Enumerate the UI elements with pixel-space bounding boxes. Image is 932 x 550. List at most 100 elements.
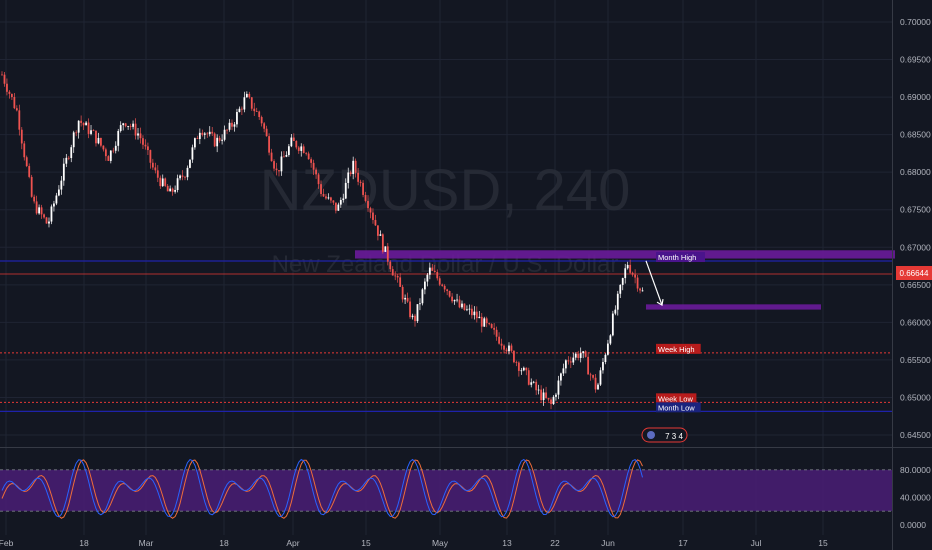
oscillator-d-line bbox=[1, 459, 643, 519]
candle-body bbox=[292, 137, 295, 141]
candle-body bbox=[604, 354, 607, 363]
candle-body bbox=[636, 277, 639, 289]
candle-body bbox=[60, 180, 63, 190]
candle-body bbox=[87, 122, 90, 134]
candle-body bbox=[453, 299, 456, 302]
candle-body bbox=[552, 396, 555, 405]
price-tick-label: 0.70000 bbox=[900, 17, 931, 27]
candle-body bbox=[594, 377, 597, 390]
target-zone[interactable] bbox=[646, 304, 821, 310]
candle-body bbox=[577, 353, 580, 358]
candle-body bbox=[389, 261, 392, 270]
candle-body bbox=[478, 316, 481, 319]
candle-body bbox=[297, 147, 300, 151]
candle-body bbox=[342, 198, 345, 201]
candle-body bbox=[208, 131, 211, 135]
arrow-head bbox=[656, 298, 664, 307]
candle-body bbox=[367, 201, 369, 209]
candle-body bbox=[485, 318, 488, 324]
candle-body bbox=[117, 130, 120, 146]
candle-body bbox=[102, 145, 105, 150]
candle-body bbox=[416, 304, 419, 322]
zones bbox=[355, 250, 895, 310]
candle-body bbox=[377, 225, 379, 236]
time-tick-label: 18 bbox=[79, 538, 89, 548]
candle-body bbox=[488, 323, 491, 325]
candle-body bbox=[260, 117, 263, 124]
event-badge[interactable]: 7 3 4 bbox=[641, 427, 688, 443]
candle-body bbox=[92, 130, 95, 132]
candle-body bbox=[582, 351, 585, 354]
oscillator-tick-label: 80.0000 bbox=[900, 465, 931, 475]
candle-body bbox=[171, 188, 174, 192]
price-tick-label: 0.69000 bbox=[900, 92, 931, 102]
oscillator-axis[interactable]: 80.0000 40.0000 0.0000 bbox=[900, 465, 931, 530]
candle-body bbox=[70, 147, 73, 159]
candle-body bbox=[268, 136, 270, 153]
month-low-label-bg bbox=[656, 402, 701, 413]
candle-body bbox=[245, 93, 248, 98]
time-tick-label: 15 bbox=[818, 538, 828, 548]
price-series bbox=[1, 71, 644, 410]
candle-body bbox=[599, 370, 602, 385]
candle-body bbox=[38, 207, 40, 214]
candle-body bbox=[198, 132, 201, 139]
candle-body bbox=[629, 264, 632, 273]
candle-body bbox=[572, 357, 575, 363]
candle-body bbox=[423, 281, 426, 290]
candle-body bbox=[305, 152, 308, 154]
candle-body bbox=[555, 394, 557, 397]
oscillator-tick-label: 40.0000 bbox=[900, 492, 931, 502]
candle-body bbox=[278, 170, 280, 172]
candle-body bbox=[639, 288, 641, 291]
candle-body bbox=[154, 167, 157, 171]
candle-body bbox=[90, 130, 92, 134]
candle-body bbox=[468, 308, 471, 310]
candle-body bbox=[317, 174, 320, 185]
candle-body bbox=[589, 374, 592, 376]
candle-body bbox=[112, 150, 115, 152]
candle-body bbox=[562, 368, 565, 374]
time-tick-label: Jul bbox=[751, 538, 762, 548]
candle-body bbox=[391, 269, 394, 276]
candle-body bbox=[394, 275, 397, 277]
candle-body bbox=[470, 308, 473, 316]
watermark-symbol: NZDUSD, 240 bbox=[260, 158, 631, 223]
candle-body bbox=[406, 297, 409, 302]
candle-body bbox=[436, 272, 439, 279]
candle-body bbox=[532, 381, 535, 383]
candle-body bbox=[176, 178, 179, 191]
time-axis[interactable]: Feb 18 Mar 18 Apr 15 May 13 22 Jun 17 Jul 15 bbox=[0, 538, 828, 548]
price-axis[interactable]: 0.70000 0.69500 0.69000 0.68500 0.68000 0.675… bbox=[900, 17, 931, 440]
candle-body bbox=[310, 159, 313, 163]
candle-body bbox=[433, 270, 436, 273]
candle-body bbox=[592, 375, 594, 378]
candle-body bbox=[302, 146, 305, 153]
candle-body bbox=[258, 111, 261, 118]
candle-body bbox=[151, 162, 154, 168]
candle-body bbox=[285, 154, 288, 157]
candle-body bbox=[33, 196, 36, 202]
candle-body bbox=[97, 137, 100, 144]
candle-body bbox=[443, 285, 446, 290]
candle-body bbox=[253, 108, 256, 112]
supply-zone[interactable] bbox=[355, 250, 895, 259]
candle-body bbox=[156, 170, 159, 178]
price-tick-label: 0.68000 bbox=[900, 167, 931, 177]
candle-body bbox=[520, 370, 523, 372]
candle-body bbox=[334, 202, 337, 211]
candle-body bbox=[250, 97, 253, 109]
candle-body bbox=[129, 126, 132, 127]
candle-body bbox=[80, 120, 83, 123]
time-tick-label: 18 bbox=[219, 538, 229, 548]
candle-body bbox=[75, 132, 78, 134]
candle-body bbox=[626, 264, 629, 269]
candle-body bbox=[510, 345, 513, 351]
candle-body bbox=[273, 161, 275, 169]
candle-body bbox=[372, 212, 374, 220]
candle-body bbox=[344, 182, 347, 199]
candle-body bbox=[550, 399, 552, 405]
candle-body bbox=[45, 217, 48, 224]
candle-body bbox=[216, 137, 219, 147]
